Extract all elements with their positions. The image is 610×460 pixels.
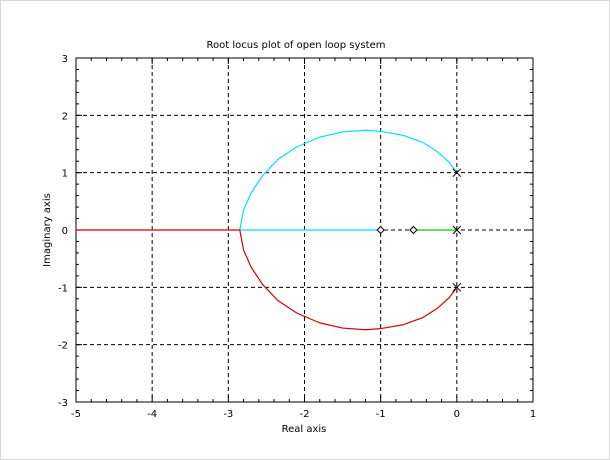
y-tick-labels: -3 -2 -1 0 1 2 3 [58, 54, 68, 409]
pole-marker [452, 282, 462, 292]
x-tick-label: -2 [300, 409, 310, 420]
x-tick-label: 1 [530, 409, 536, 420]
x-tick-label: -5 [71, 409, 81, 420]
pole-marker [452, 225, 462, 235]
chart-title: Root locus plot of open loop system [207, 40, 386, 51]
pole-marker [452, 168, 462, 178]
y-tick-label: 1 [62, 169, 68, 180]
locus-branches [76, 129, 458, 331]
x-tick-label: -3 [223, 409, 233, 420]
x-tick-label: -4 [147, 409, 157, 420]
x-tick-label: 0 [454, 409, 460, 420]
axis-ticks [75, 57, 534, 403]
y-tick-label: -2 [58, 341, 68, 352]
x-tick-label: -1 [376, 409, 386, 420]
y-tick-label: 0 [62, 226, 68, 237]
zero-marker [376, 225, 385, 235]
y-tick-label: -1 [58, 283, 68, 294]
y-tick-label: -3 [58, 398, 68, 409]
locus-branch-1 [239, 129, 458, 231]
zero-marker [409, 225, 418, 235]
y-tick-label: 3 [62, 54, 68, 65]
pole-zero-markers [376, 168, 462, 292]
locus-branch-2 [76, 229, 458, 331]
x-tick-labels: -5 -4 -3 -2 -1 0 1 [71, 409, 536, 420]
x-axis-label: Real axis [282, 424, 327, 435]
y-tick-label: 2 [62, 111, 68, 122]
y-axis-label: Imaginary axis [42, 193, 53, 267]
